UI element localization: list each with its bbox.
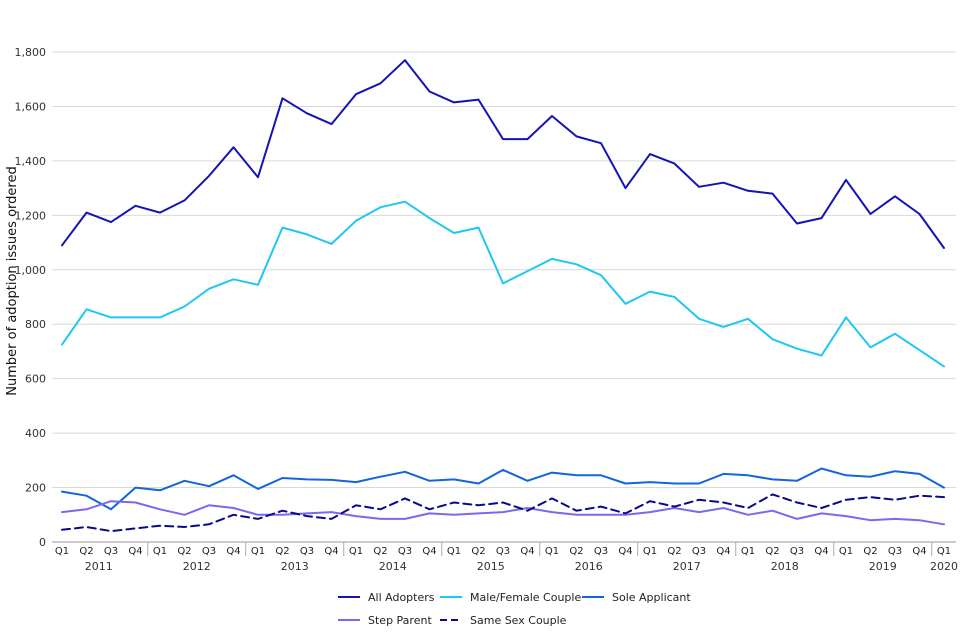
year-label: 2020 <box>930 560 958 573</box>
year-label: 2017 <box>673 560 701 573</box>
y-tick-label: 600 <box>25 373 46 386</box>
x-tick-label: Q4 <box>226 546 240 557</box>
x-tick-label: Q3 <box>496 546 510 557</box>
series-lines <box>61 59 945 533</box>
legend: All Adopters Male/Female Couple Sole Appli… <box>338 591 691 627</box>
y-axis-title: Number of adoption issues ordered <box>5 166 20 395</box>
x-tick-label: Q4 <box>128 546 142 557</box>
y-tick-label: 1,800 <box>15 46 47 59</box>
x-tick-label: Q1 <box>349 546 363 557</box>
x-tick-label: Q2 <box>667 546 681 557</box>
x-axis: Q1 Q2 Q3 Q4 Q1 Q2 Q3 Q4 Q1 Q2 Q3 Q4 Q1 Q2 Q3 Q4 Q1 Q2 Q3 Q4… <box>55 542 958 573</box>
y-tick-label: 400 <box>25 427 46 440</box>
x-tick-label: Q1 <box>643 546 657 557</box>
year-label: 2013 <box>281 560 309 573</box>
x-tick-label: Q2 <box>765 546 779 557</box>
x-tick-label: Q4 <box>422 546 436 557</box>
x-tick-label: Q1 <box>153 546 167 557</box>
x-tick-label: Q4 <box>520 546 534 557</box>
year-label: 2011 <box>85 560 113 573</box>
x-tick-label: Q2 <box>79 546 93 557</box>
legend-label: Step Parent <box>368 614 432 627</box>
y-tick-label: 0 <box>39 536 46 549</box>
x-tick-label: Q4 <box>912 546 926 557</box>
y-tick-label: 800 <box>25 318 46 331</box>
x-tick-label: Q3 <box>300 546 314 557</box>
series-line-same-sex-couple <box>61 493 945 533</box>
x-tick-label: Q3 <box>888 546 902 557</box>
x-tick-label: Q1 <box>839 546 853 557</box>
x-tick-label: Q2 <box>177 546 191 557</box>
series-line-all-adopters <box>61 59 945 249</box>
x-tick-label: Q3 <box>790 546 804 557</box>
x-tick-label: Q2 <box>471 546 485 557</box>
year-label: 2018 <box>771 560 799 573</box>
x-tick-label: Q4 <box>814 546 828 557</box>
x-tick-label: Q4 <box>618 546 632 557</box>
x-tick-label: Q3 <box>398 546 412 557</box>
series-line-step-parent <box>61 500 945 526</box>
x-tick-label: Q1 <box>741 546 755 557</box>
legend-label: Male/Female Couple <box>470 591 581 604</box>
x-tick-label: Q3 <box>692 546 706 557</box>
legend-label: Sole Applicant <box>612 591 691 604</box>
y-tick-label: 1,200 <box>15 209 47 222</box>
x-tick-label: Q2 <box>863 546 877 557</box>
x-tick-label: Q2 <box>275 546 289 557</box>
x-tick-label: Q3 <box>202 546 216 557</box>
x-tick-label: Q3 <box>594 546 608 557</box>
x-tick-label: Q1 <box>937 546 951 557</box>
y-axis-ticks: 0 200 400 600 800 1,000 1,200 1,400 1,600 1,800 <box>15 46 47 549</box>
x-tick-label: Q1 <box>55 546 69 557</box>
legend-label: Same Sex Couple <box>470 614 567 627</box>
year-label: 2015 <box>477 560 505 573</box>
x-tick-label: Q3 <box>104 546 118 557</box>
gridlines <box>52 51 956 543</box>
x-tick-label: Q2 <box>569 546 583 557</box>
x-tick-label: Q1 <box>545 546 559 557</box>
series-line-male-female-couple <box>61 200 945 368</box>
legend-label: All Adopters <box>368 591 435 604</box>
y-tick-label: 1,600 <box>15 100 47 113</box>
y-tick-label: 200 <box>25 482 46 495</box>
year-label: 2012 <box>183 560 211 573</box>
x-tick-label: Q4 <box>324 546 338 557</box>
x-tick-label: Q1 <box>447 546 461 557</box>
x-tick-label: Q1 <box>251 546 265 557</box>
year-label: 2016 <box>575 560 603 573</box>
year-label: 2019 <box>869 560 897 573</box>
y-tick-label: 1,400 <box>15 155 47 168</box>
x-tick-label: Q2 <box>373 546 387 557</box>
x-tick-label: Q4 <box>716 546 730 557</box>
year-label: 2014 <box>379 560 407 573</box>
y-tick-label: 1,000 <box>15 264 47 277</box>
series-line-sole-applicant <box>61 467 945 511</box>
